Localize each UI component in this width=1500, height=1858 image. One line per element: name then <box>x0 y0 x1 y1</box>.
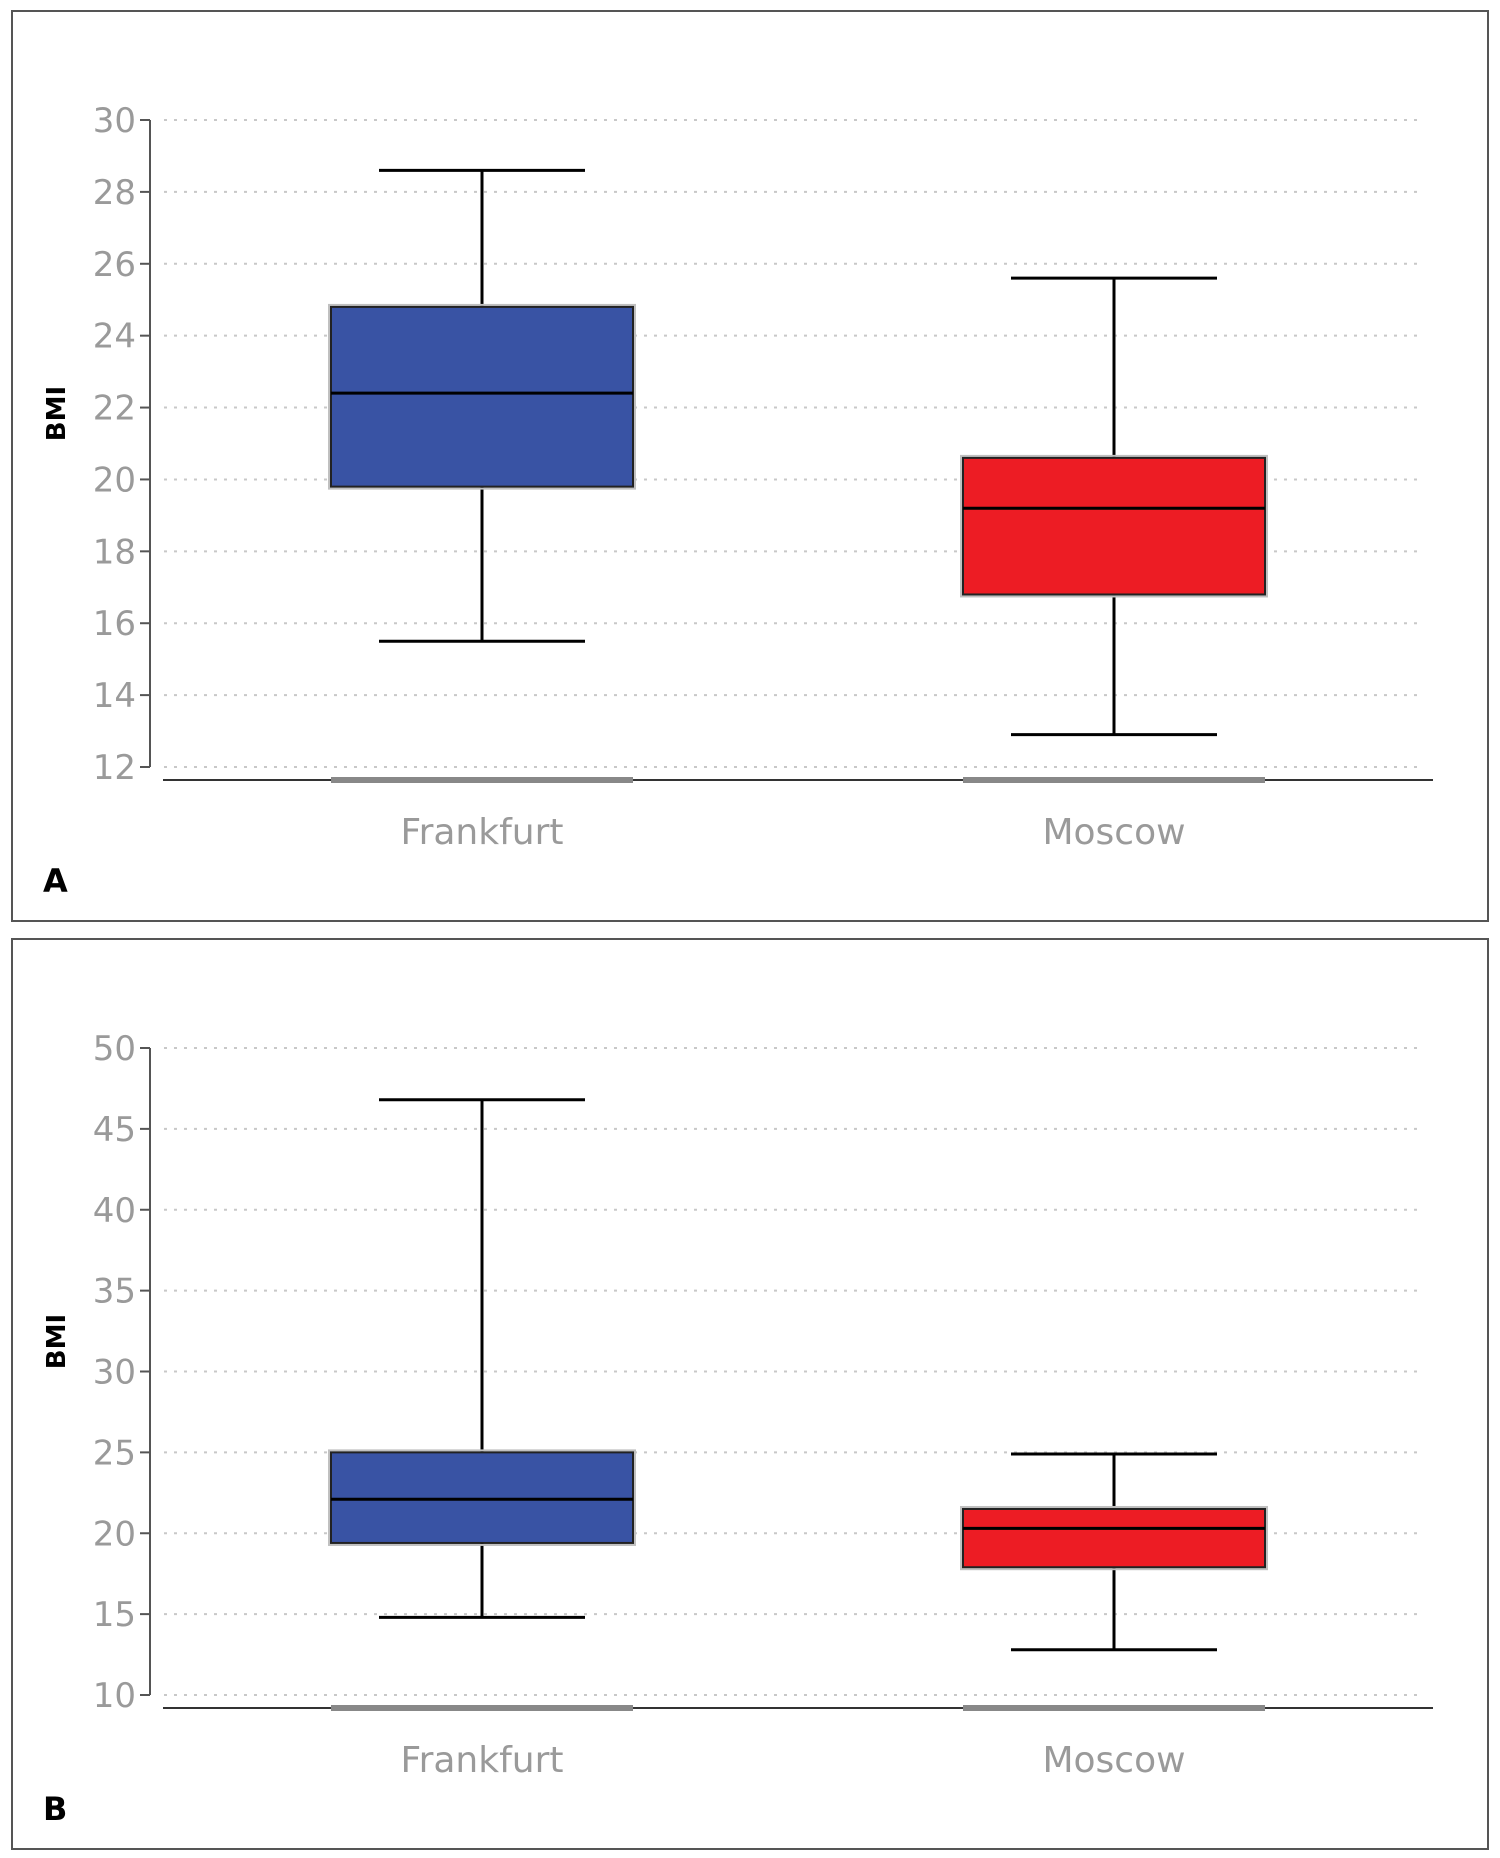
y-tick-label: 26 <box>93 245 136 285</box>
box-halo <box>960 1505 1268 1571</box>
y-axis-title: BMI <box>42 386 72 441</box>
y-tick-label: 25 <box>93 1433 136 1473</box>
y-tick-label: 28 <box>93 173 136 213</box>
box-halo <box>328 1449 636 1546</box>
y-tick-label: 50 <box>93 1029 136 1069</box>
y-tick-label: 15 <box>93 1595 136 1635</box>
iqr-box <box>962 1507 1266 1569</box>
chart-panel-a: 12 14 16 18 20 22 24 26 28 30 BMI Frankfurt Moscow A <box>11 10 1489 922</box>
category-band <box>963 777 1265 783</box>
category-label: Frankfurt <box>400 812 563 853</box>
y-tick-label: 40 <box>93 1191 136 1231</box>
category-band <box>963 1705 1265 1711</box>
y-tick-label: 20 <box>93 460 136 500</box>
y-tick-label: 35 <box>93 1272 136 1312</box>
iqr-box <box>330 1451 634 1544</box>
y-tick-label: 14 <box>93 676 136 716</box>
y-axis-title: BMI <box>42 1314 72 1369</box>
y-tick-label: 16 <box>93 604 136 644</box>
y-tick-label: 18 <box>93 532 136 572</box>
panel-label: A <box>43 862 68 900</box>
category-band <box>331 777 633 783</box>
y-tick-label: 22 <box>93 389 136 429</box>
y-tick-label: 10 <box>93 1676 136 1716</box>
chart-panel-b: 10 15 20 25 30 35 40 45 50 BMI Frankfurt Moscow B <box>11 938 1489 1850</box>
y-tick-label: 20 <box>93 1514 136 1554</box>
iqr-box <box>330 305 634 488</box>
y-tick-label: 24 <box>93 317 136 357</box>
box-halo <box>328 303 636 490</box>
category-label: Moscow <box>1042 812 1185 853</box>
category-label: Frankfurt <box>400 1740 563 1781</box>
iqr-box <box>962 456 1266 596</box>
y-tick-label: 30 <box>93 1353 136 1393</box>
y-tick-label: 45 <box>93 1110 136 1150</box>
box-halo <box>960 454 1268 598</box>
box-plot-b: 10 15 20 25 30 35 40 45 50 BMI Frankfurt Moscow B <box>42 1029 1433 1828</box>
category-label: Moscow <box>1042 1740 1185 1781</box>
y-tick-label: 12 <box>93 748 136 788</box>
box-plot-a: 12 14 16 18 20 22 24 26 28 30 BMI Frankfurt Moscow A <box>42 101 1433 900</box>
y-tick-label: 30 <box>93 101 136 141</box>
category-band <box>331 1705 633 1711</box>
panel-label: B <box>43 1790 67 1828</box>
